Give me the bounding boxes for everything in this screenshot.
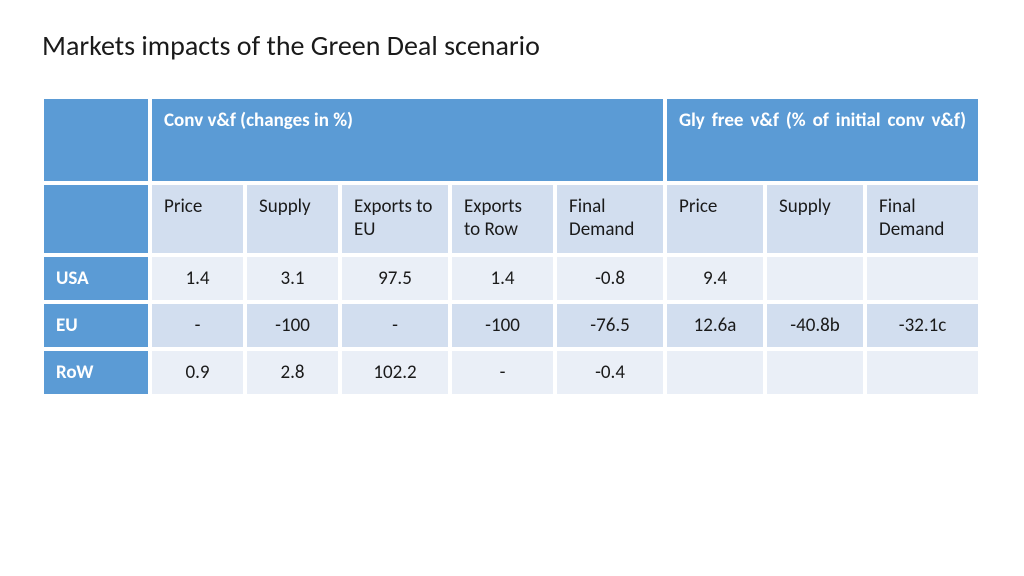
data-cell	[865, 349, 980, 396]
table-row: USA 1.4 3.1 97.5 1.4 -0.8 9.4	[42, 255, 980, 302]
data-cell: 2.8	[245, 349, 340, 396]
data-cell: 3.1	[245, 255, 340, 302]
row-label: RoW	[42, 349, 150, 396]
page-title: Markets impacts of the Green Deal scenar…	[42, 28, 982, 63]
data-cell: 102.2	[340, 349, 450, 396]
subheader-cell: Final Demand	[865, 183, 980, 255]
group-header-gly: Gly free v&f (% of initial conv v&f)	[665, 97, 980, 183]
data-cell: -0.4	[555, 349, 665, 396]
data-cell: -32.1c	[865, 302, 980, 349]
data-cell: 9.4	[665, 255, 765, 302]
subheader-cell: Price	[665, 183, 765, 255]
data-cell: 1.4	[150, 255, 245, 302]
data-cell: 97.5	[340, 255, 450, 302]
group-header-row: Conv v&f (changes in %) Gly free v&f (% …	[42, 97, 980, 183]
data-cell: -100	[245, 302, 340, 349]
table-row: RoW 0.9 2.8 102.2 - -0.4	[42, 349, 980, 396]
subheader-cell: Final Demand	[555, 183, 665, 255]
row-label: EU	[42, 302, 150, 349]
data-cell: 1.4	[450, 255, 555, 302]
data-cell: -0.8	[555, 255, 665, 302]
corner-cell	[42, 97, 150, 183]
data-cell: -	[150, 302, 245, 349]
data-cell: -	[340, 302, 450, 349]
subheader-cell: Supply	[765, 183, 865, 255]
data-cell	[765, 255, 865, 302]
row-label: USA	[42, 255, 150, 302]
impacts-table: Conv v&f (changes in %) Gly free v&f (% …	[42, 97, 980, 396]
data-cell: -76.5	[555, 302, 665, 349]
table-row: EU - -100 - -100 -76.5 12.6a -40.8b -32.…	[42, 302, 980, 349]
subheader-cell: Exports to Row	[450, 183, 555, 255]
data-cell	[665, 349, 765, 396]
data-cell: 0.9	[150, 349, 245, 396]
subheader-cell: Exports to EU	[340, 183, 450, 255]
group-header-conv: Conv v&f (changes in %)	[150, 97, 665, 183]
subheader-empty	[42, 183, 150, 255]
subheader-cell: Supply	[245, 183, 340, 255]
data-cell	[765, 349, 865, 396]
data-cell: -100	[450, 302, 555, 349]
data-cell	[865, 255, 980, 302]
data-cell: -40.8b	[765, 302, 865, 349]
subheader-cell: Price	[150, 183, 245, 255]
data-cell: -	[450, 349, 555, 396]
sub-header-row: Price Supply Exports to EU Exports to Ro…	[42, 183, 980, 255]
data-cell: 12.6a	[665, 302, 765, 349]
